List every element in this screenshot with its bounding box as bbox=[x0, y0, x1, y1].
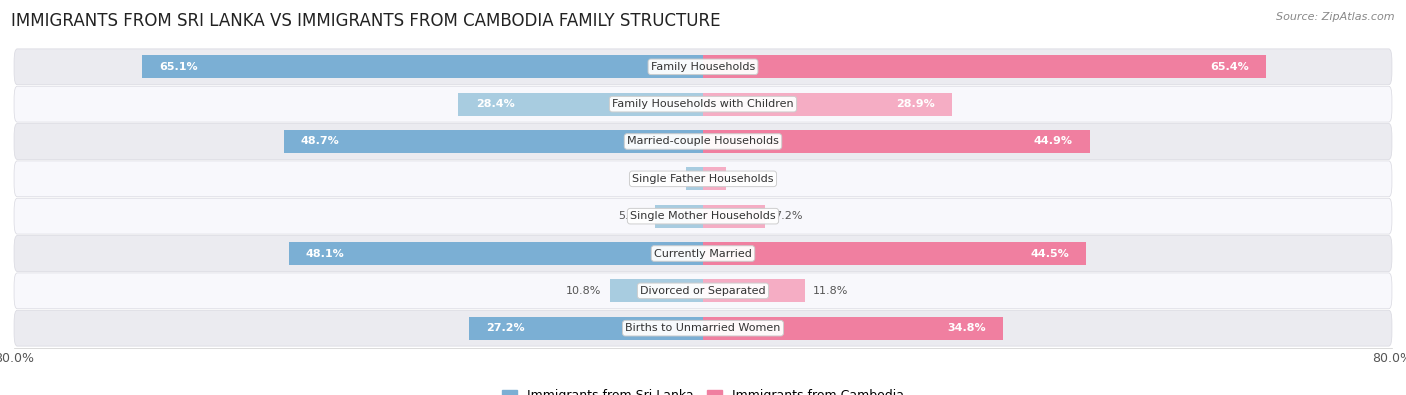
Text: IMMIGRANTS FROM SRI LANKA VS IMMIGRANTS FROM CAMBODIA FAMILY STRUCTURE: IMMIGRANTS FROM SRI LANKA VS IMMIGRANTS … bbox=[11, 12, 721, 30]
Bar bbox=[703, 92, 952, 116]
Bar bbox=[468, 317, 703, 340]
Bar bbox=[703, 279, 804, 303]
Bar bbox=[655, 205, 703, 228]
Text: Single Father Households: Single Father Households bbox=[633, 174, 773, 184]
Text: Family Households: Family Households bbox=[651, 62, 755, 72]
Text: 44.9%: 44.9% bbox=[1033, 137, 1073, 147]
Text: 11.8%: 11.8% bbox=[813, 286, 849, 296]
Bar bbox=[703, 167, 727, 190]
Bar bbox=[610, 279, 703, 303]
FancyBboxPatch shape bbox=[14, 49, 1392, 85]
Bar bbox=[703, 130, 1090, 153]
FancyBboxPatch shape bbox=[14, 124, 1392, 160]
Text: 48.1%: 48.1% bbox=[307, 248, 344, 258]
Bar bbox=[288, 242, 703, 265]
Text: 27.2%: 27.2% bbox=[486, 323, 524, 333]
Text: 2.7%: 2.7% bbox=[735, 174, 763, 184]
Bar bbox=[703, 205, 765, 228]
Bar bbox=[284, 130, 703, 153]
Text: Divorced or Separated: Divorced or Separated bbox=[640, 286, 766, 296]
Legend: Immigrants from Sri Lanka, Immigrants from Cambodia: Immigrants from Sri Lanka, Immigrants fr… bbox=[498, 384, 908, 395]
Text: 2.0%: 2.0% bbox=[648, 174, 678, 184]
Text: Births to Unmarried Women: Births to Unmarried Women bbox=[626, 323, 780, 333]
Text: Source: ZipAtlas.com: Source: ZipAtlas.com bbox=[1277, 12, 1395, 22]
FancyBboxPatch shape bbox=[14, 235, 1392, 271]
FancyBboxPatch shape bbox=[14, 273, 1392, 309]
FancyBboxPatch shape bbox=[14, 161, 1392, 197]
Bar bbox=[703, 317, 1002, 340]
Bar bbox=[458, 92, 703, 116]
FancyBboxPatch shape bbox=[14, 310, 1392, 346]
Text: Married-couple Households: Married-couple Households bbox=[627, 137, 779, 147]
Text: 28.9%: 28.9% bbox=[896, 99, 935, 109]
Bar bbox=[703, 55, 1267, 78]
Text: Family Households with Children: Family Households with Children bbox=[612, 99, 794, 109]
Text: 5.6%: 5.6% bbox=[617, 211, 647, 221]
Text: Single Mother Households: Single Mother Households bbox=[630, 211, 776, 221]
Text: 48.7%: 48.7% bbox=[301, 137, 340, 147]
FancyBboxPatch shape bbox=[14, 86, 1392, 122]
Text: Currently Married: Currently Married bbox=[654, 248, 752, 258]
Bar bbox=[703, 242, 1087, 265]
Bar bbox=[686, 167, 703, 190]
Text: 65.1%: 65.1% bbox=[160, 62, 198, 72]
Text: 44.5%: 44.5% bbox=[1031, 248, 1069, 258]
Text: 28.4%: 28.4% bbox=[475, 99, 515, 109]
Text: 7.2%: 7.2% bbox=[773, 211, 801, 221]
Text: 34.8%: 34.8% bbox=[946, 323, 986, 333]
FancyBboxPatch shape bbox=[14, 198, 1392, 234]
Bar bbox=[142, 55, 703, 78]
Text: 65.4%: 65.4% bbox=[1211, 62, 1249, 72]
Text: 10.8%: 10.8% bbox=[567, 286, 602, 296]
